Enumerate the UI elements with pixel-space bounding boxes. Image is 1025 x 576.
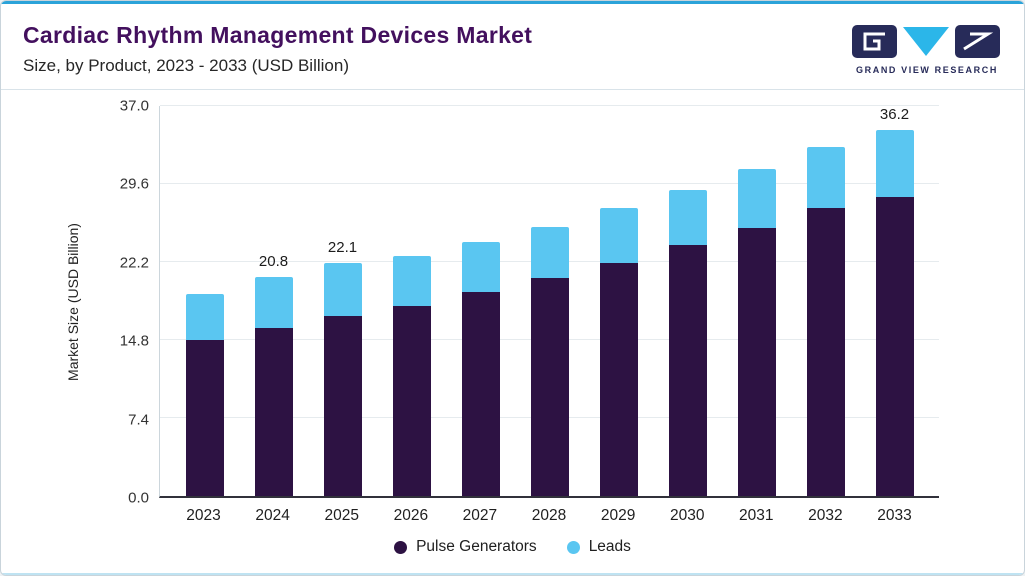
bar-value-label: 20.8: [258, 252, 289, 270]
x-tick-label: 2023: [186, 507, 221, 524]
bar-segment-pulse-generators: [530, 277, 569, 496]
bar-column: [722, 106, 791, 496]
x-tick-label: 2026: [393, 507, 429, 524]
header-divider: [1, 89, 1024, 90]
bar-value-label: 36.2: [879, 106, 910, 123]
bar-segment-pulse-generators: [599, 263, 638, 496]
bar-segment-leads: [668, 190, 707, 246]
bar-segment-pulse-generators: [875, 196, 914, 496]
bar-column: [515, 106, 584, 496]
gridline: [160, 183, 939, 184]
legend-item-pulse-generators: Pulse Generators: [394, 538, 537, 556]
bar-column: [791, 106, 860, 496]
bar-value-label: 22.1: [327, 239, 358, 257]
logo-letter-r-icon: [955, 25, 1000, 58]
y-axis-title: Market Size (USD Billion): [65, 223, 81, 381]
brand-name: GRAND VIEW RESEARCH: [856, 65, 998, 75]
x-tick-label: 2030: [669, 507, 705, 524]
x-tick-label: 2032: [808, 507, 843, 524]
bar-column: [377, 106, 446, 496]
logo-letter-v-icon: [903, 27, 949, 56]
x-tick-label: 2027: [462, 507, 498, 524]
y-tick-label: 22.2: [119, 254, 149, 272]
x-tick-label: 2029: [600, 507, 636, 524]
bar-segment-pulse-generators: [254, 328, 293, 496]
y-tick-label: 29.6: [119, 175, 149, 193]
bar-segment-pulse-generators: [737, 228, 776, 496]
bar-segment-leads: [806, 147, 845, 209]
bar-segment-pulse-generators: [461, 291, 500, 496]
bar-segment-leads: [875, 130, 914, 197]
bar-column: 36.2: [860, 106, 929, 496]
bar-column: 20.8: [239, 106, 308, 496]
x-tick-label: 2024: [255, 507, 290, 524]
bar-column: [170, 106, 239, 496]
bar-column: [584, 106, 653, 496]
page-subtitle: Size, by Product, 2023 - 2033 (USD Billi…: [23, 56, 349, 75]
bar-column: [446, 106, 515, 496]
x-tick-label: 2025: [324, 507, 359, 524]
bar-segment-leads: [254, 276, 293, 329]
bar-segment-pulse-generators: [668, 245, 707, 496]
x-axis-tick-labels: 2023 2024 2025 2026 2027 2028 2029 2030 2031 2032…: [159, 498, 939, 525]
y-tick-label: 37.0: [119, 97, 149, 115]
y-tick-label: 7.4: [128, 411, 149, 429]
bar-column: [653, 106, 722, 496]
bar-column: 22.1: [308, 106, 377, 496]
bottom-accent-bar: [1, 573, 1024, 575]
y-axis-tick-labels: 0.0 7.4 14.8 22.2 29.6 37.0: [95, 98, 159, 507]
legend-label-leads: Leads: [588, 538, 631, 555]
bar-segment-leads: [392, 255, 431, 307]
header: Cardiac Rhythm Management Devices Market…: [1, 4, 1024, 89]
bar-segment-leads: [185, 293, 224, 340]
brand-logo: GRAND VIEW RESEARCH: [852, 21, 1002, 75]
x-tick-label: 2028: [531, 507, 567, 524]
top-accent-bar: [1, 1, 1024, 4]
bar-segment-pulse-generators: [323, 315, 362, 496]
legend: Pulse Generators Leads: [1, 538, 1024, 556]
plot-area: 20.8 22.1 36.2: [159, 105, 939, 498]
x-tick-label: 2033: [877, 507, 912, 524]
bar-segment-leads: [323, 263, 362, 316]
bars-container: 20.8 22.1 36.2: [160, 106, 939, 496]
y-tick-label: 14.8: [119, 332, 149, 350]
x-tick-label: 2031: [739, 507, 774, 524]
bar-segment-leads: [737, 169, 776, 229]
plot-wrapper: 20.8 22.1 36.2 2023 2024 2025 2026 2027 2028 202…: [159, 105, 939, 525]
bar-segment-pulse-generators: [185, 340, 224, 496]
legend-item-leads: Leads: [566, 538, 631, 556]
legend-label-pulse-generators: Pulse Generators: [416, 538, 537, 555]
bar-segment-pulse-generators: [806, 208, 845, 496]
brand-logo-marks: [852, 25, 1000, 58]
bar-segment-pulse-generators: [392, 306, 431, 496]
logo-letter-g-icon: [852, 25, 897, 58]
header-text: Cardiac Rhythm Management Devices Market…: [23, 21, 532, 76]
y-axis-title-column: Market Size (USD Billion): [51, 106, 95, 498]
y-tick-label: 0.0: [128, 489, 149, 507]
page-title: Cardiac Rhythm Management Devices Market: [23, 22, 533, 48]
bar-segment-leads: [461, 241, 500, 292]
stacked-bar-chart: Market Size (USD Billion) 0.0 7.4 14.8 22.2…: [51, 98, 1024, 525]
bar-segment-leads: [599, 208, 638, 264]
bar-segment-leads: [530, 227, 569, 278]
legend-dot-pulse-generators-icon: [394, 540, 408, 554]
gridline: [160, 105, 939, 106]
legend-dot-leads-icon: [566, 540, 580, 554]
